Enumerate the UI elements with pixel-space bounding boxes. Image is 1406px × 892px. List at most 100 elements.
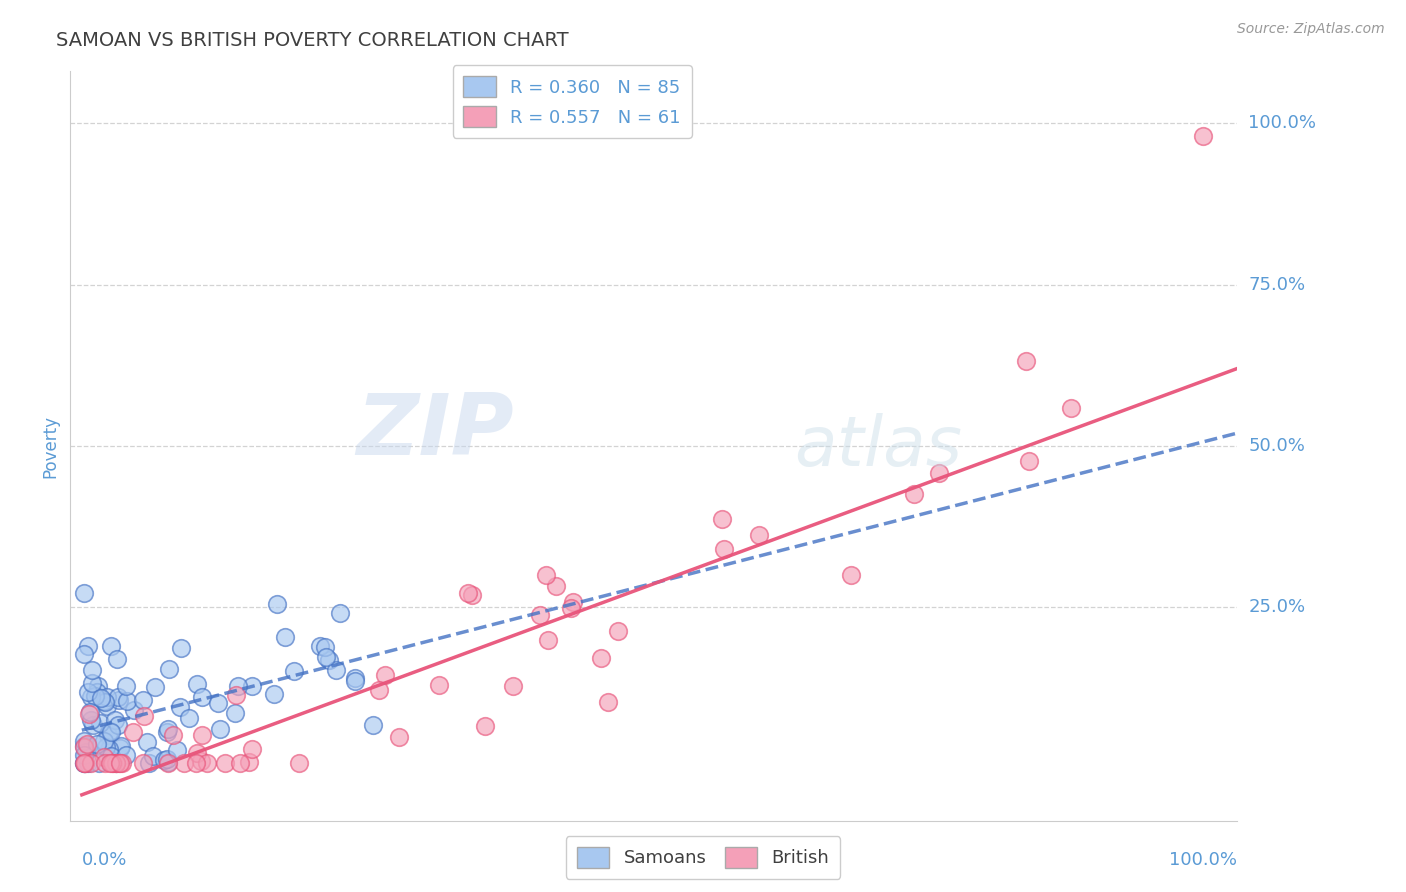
Point: [748, 528, 770, 542]
Point: [115, 694, 138, 708]
Point: [1059, 401, 1081, 416]
Point: [839, 568, 862, 582]
Point: [73, 756, 96, 770]
Point: [80, 756, 103, 770]
Point: [461, 588, 484, 602]
Point: [79, 706, 101, 720]
Point: [93, 695, 115, 709]
Point: [536, 568, 558, 582]
Text: 100.0%: 100.0%: [1249, 114, 1316, 132]
Point: [314, 640, 336, 654]
Point: [104, 756, 127, 770]
Point: [77, 756, 100, 770]
Point: [73, 756, 96, 770]
Point: [75, 756, 97, 770]
Point: [361, 717, 384, 731]
Point: [427, 678, 450, 692]
Point: [132, 693, 155, 707]
Point: [75, 756, 97, 770]
Point: [100, 724, 122, 739]
Point: [343, 673, 366, 688]
Point: [93, 756, 115, 770]
Point: [1018, 454, 1040, 468]
Point: [224, 706, 246, 720]
Point: [229, 756, 252, 770]
Point: [105, 756, 128, 770]
Point: [537, 633, 560, 648]
Point: [115, 748, 138, 763]
Text: ZIP: ZIP: [356, 390, 513, 473]
Point: [283, 664, 305, 678]
Text: 75.0%: 75.0%: [1249, 276, 1306, 293]
Point: [77, 707, 100, 722]
Point: [143, 680, 166, 694]
Point: [343, 671, 366, 685]
Legend: R = 0.360   N = 85, R = 0.557   N = 61: R = 0.360 N = 85, R = 0.557 N = 61: [453, 65, 692, 137]
Point: [186, 746, 208, 760]
Point: [388, 730, 411, 744]
Point: [240, 742, 263, 756]
Point: [108, 740, 131, 755]
Point: [589, 651, 612, 665]
Point: [80, 713, 103, 727]
Point: [107, 718, 129, 732]
Point: [89, 716, 111, 731]
Point: [457, 586, 479, 600]
Text: 25.0%: 25.0%: [1249, 599, 1306, 616]
Point: [122, 703, 145, 717]
Point: [367, 683, 389, 698]
Point: [156, 752, 179, 766]
Point: [928, 466, 950, 480]
Point: [186, 756, 208, 770]
Point: [318, 653, 340, 667]
Point: [86, 679, 108, 693]
Point: [186, 677, 208, 691]
Point: [76, 739, 98, 753]
Point: [156, 723, 179, 737]
Y-axis label: Poverty: Poverty: [41, 415, 59, 477]
Point: [111, 756, 134, 770]
Point: [86, 737, 108, 751]
Point: [598, 695, 620, 709]
Point: [115, 679, 138, 693]
Point: [87, 756, 110, 770]
Point: [288, 756, 311, 770]
Point: [166, 743, 188, 757]
Point: [93, 694, 115, 708]
Point: [240, 679, 263, 693]
Point: [108, 693, 131, 707]
Point: [82, 717, 104, 731]
Point: [263, 688, 285, 702]
Point: [73, 586, 96, 600]
Point: [903, 487, 925, 501]
Point: [82, 675, 104, 690]
Text: 50.0%: 50.0%: [1249, 437, 1305, 455]
Point: [86, 685, 108, 699]
Point: [308, 639, 330, 653]
Point: [214, 756, 236, 770]
Text: 0.0%: 0.0%: [82, 851, 127, 869]
Point: [226, 679, 249, 693]
Point: [100, 748, 122, 763]
Point: [75, 745, 97, 759]
Point: [73, 739, 96, 754]
Text: SAMOAN VS BRITISH POVERTY CORRELATION CHART: SAMOAN VS BRITISH POVERTY CORRELATION CH…: [56, 31, 569, 50]
Point: [93, 750, 115, 764]
Point: [156, 755, 179, 769]
Point: [100, 756, 122, 770]
Legend: Samoans, British: Samoans, British: [565, 836, 841, 879]
Point: [122, 725, 145, 739]
Point: [73, 739, 96, 754]
Point: [713, 541, 735, 556]
Point: [108, 756, 131, 770]
Point: [266, 597, 288, 611]
Point: [96, 690, 118, 704]
Point: [169, 700, 191, 714]
Point: [96, 698, 118, 713]
Point: [90, 690, 112, 705]
Point: [209, 723, 232, 737]
Point: [101, 756, 124, 770]
Text: 100.0%: 100.0%: [1170, 851, 1237, 869]
Point: [98, 724, 121, 739]
Point: [177, 711, 200, 725]
